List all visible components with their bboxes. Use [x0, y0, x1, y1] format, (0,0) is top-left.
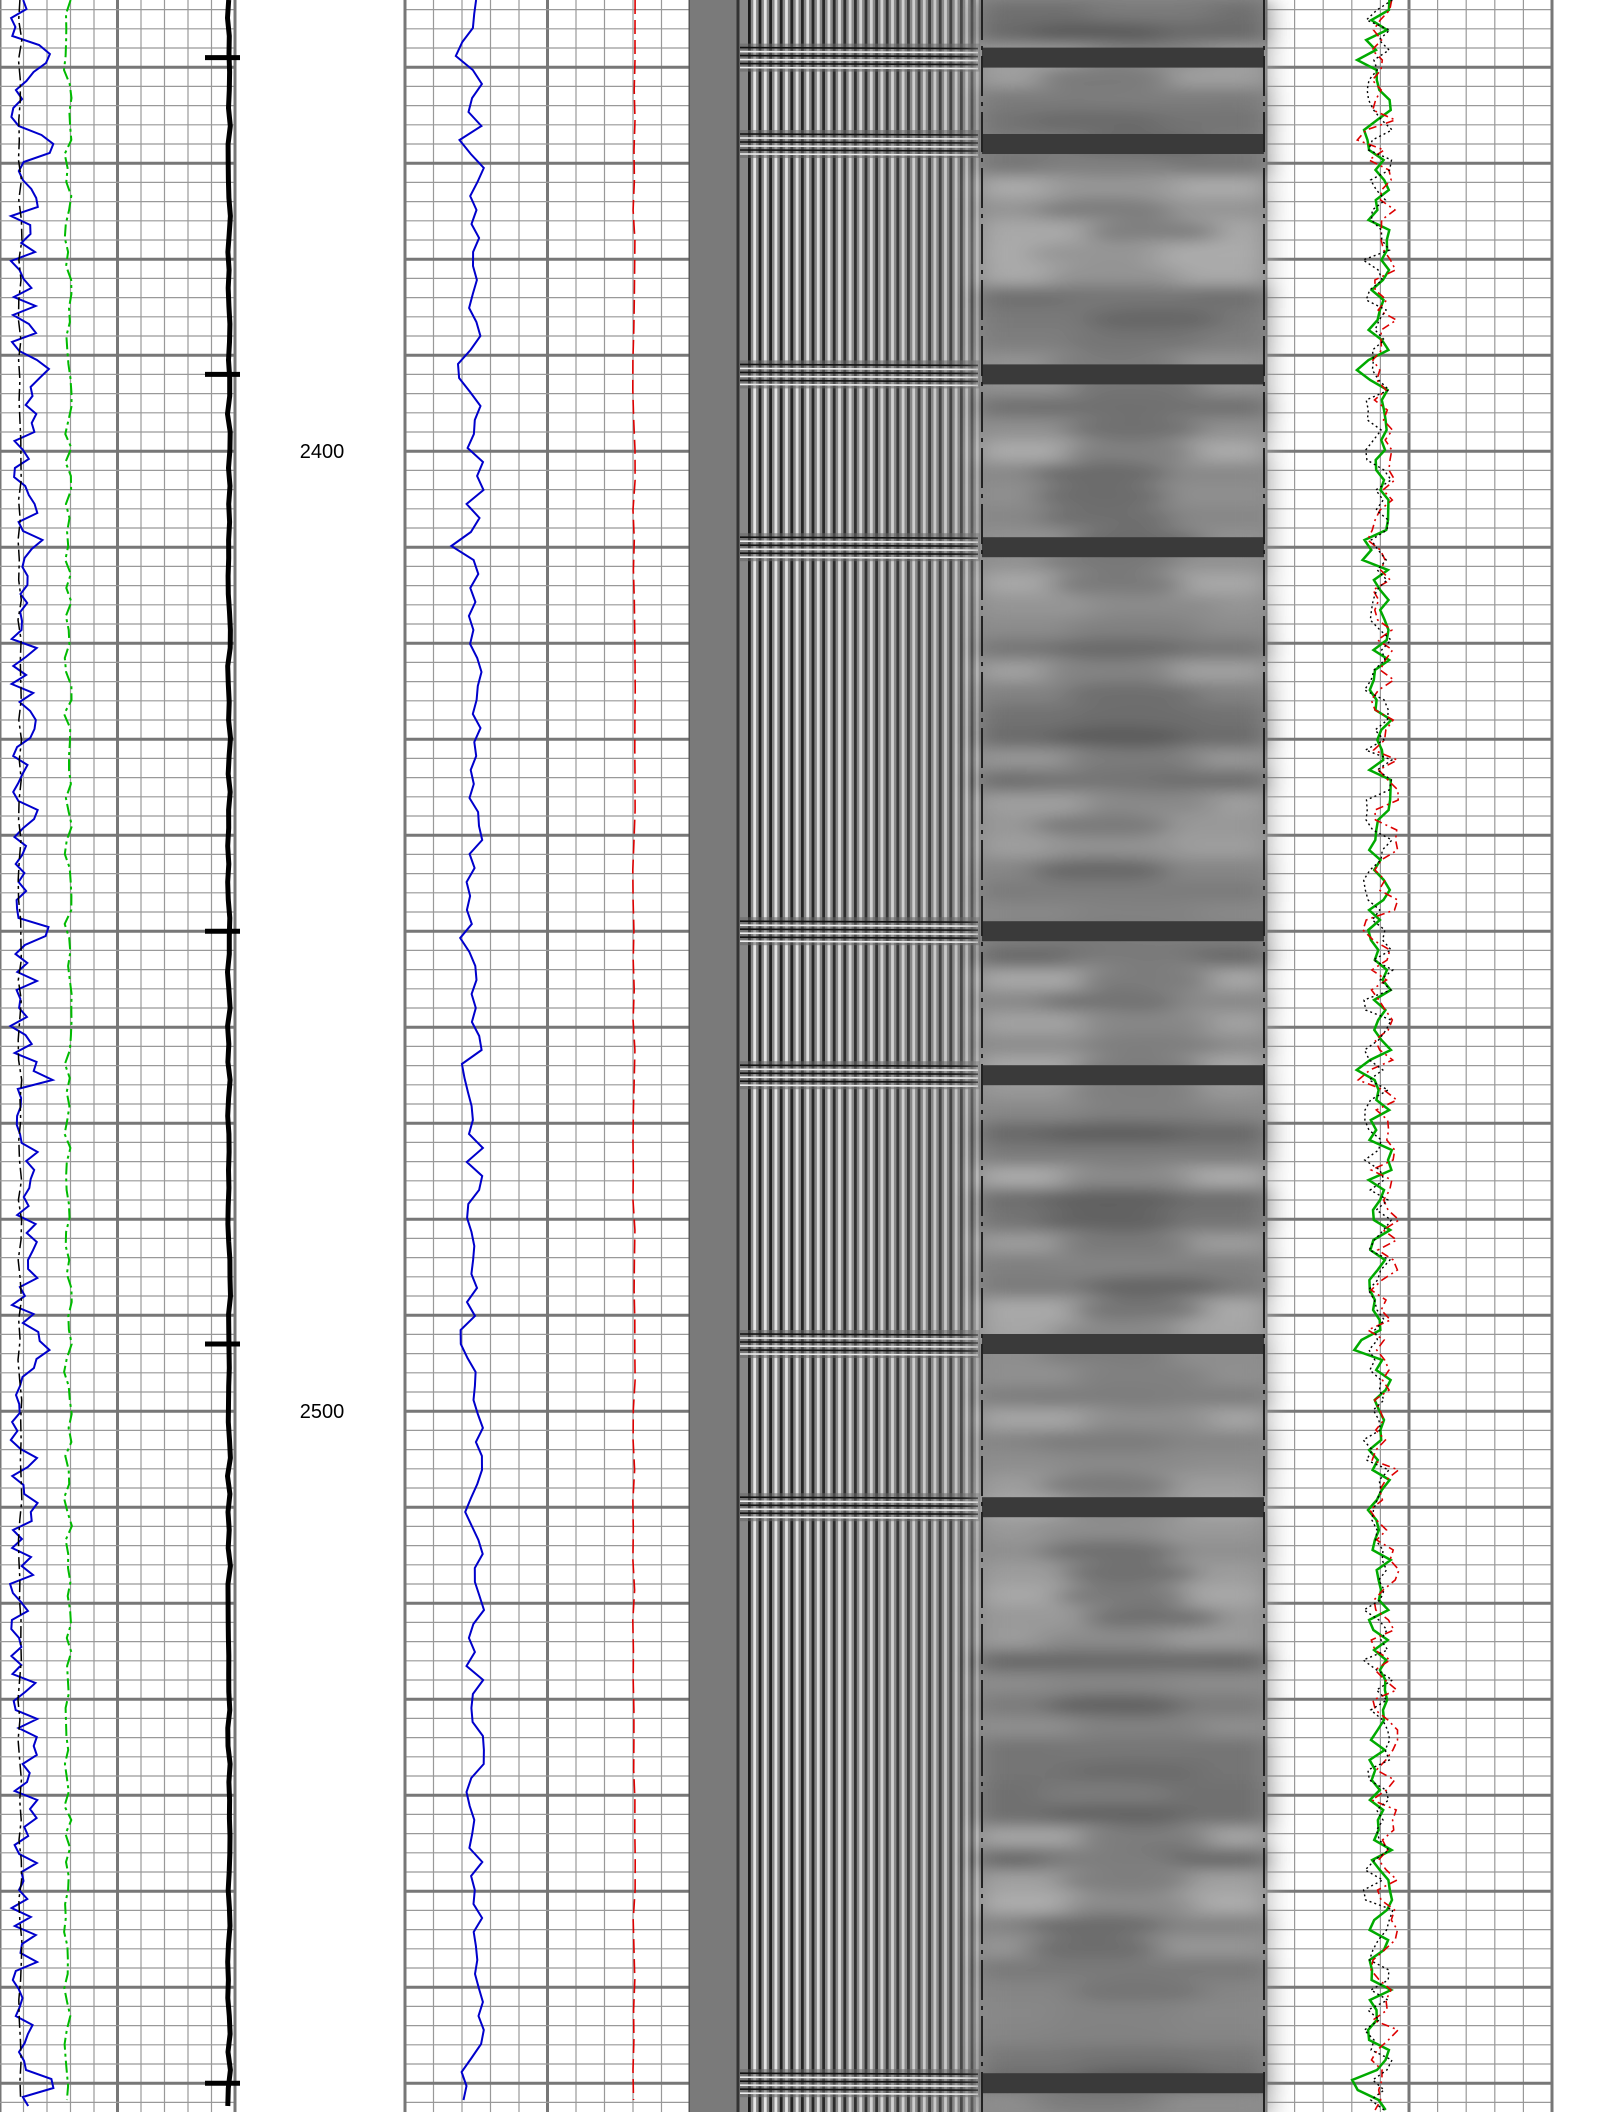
grayscale-image [980, 0, 1266, 2112]
depth-labels: 2400 2500 [300, 441, 345, 1423]
waveform-image [690, 0, 980, 2112]
track-1-grid [0, 0, 237, 2112]
track-7-grid [1264, 0, 1554, 2112]
track-7-curve-2 [1355, 0, 1401, 2111]
image-tracks [690, 0, 1266, 2112]
track-1-curve-2 [62, 0, 73, 2101]
track-4-curve-2 [631, 0, 637, 2101]
track-1-curve-3 [17, 0, 23, 2101]
track-4-curve-1 [449, 0, 486, 2101]
track-7-curve-1 [1350, 0, 1395, 2111]
depth-label-2400: 2400 [300, 441, 345, 463]
track-2-curve-1 [224, 0, 234, 2107]
track-4-grid [403, 0, 692, 2112]
depth-label-2500: 2500 [300, 1401, 345, 1423]
log-curves [8, 0, 1401, 2111]
